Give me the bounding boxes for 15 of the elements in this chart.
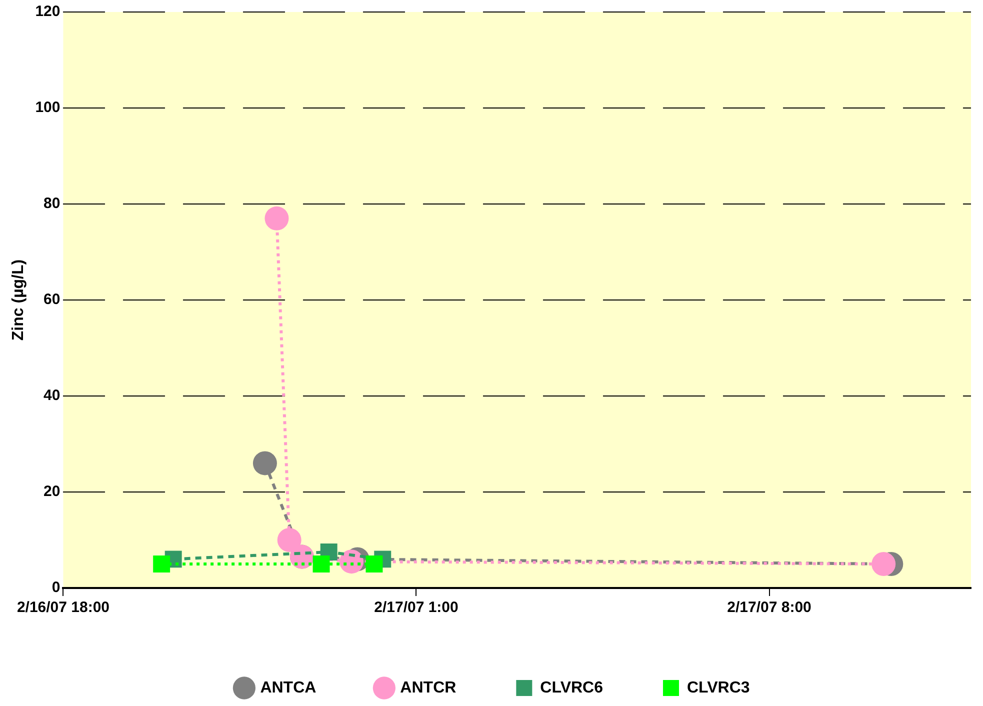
x-tick-label: 2/16/07 18:00 [16,599,110,616]
y-tick-label: 40 [44,387,60,404]
x-tick-label: 2/17/07 1:00 [374,599,458,616]
y-tick-label: 20 [44,483,60,500]
legend-label: ANTCA [260,679,317,696]
y-axis-title: Zinc (µg/L) [10,259,28,341]
y-tick-label: 0 [52,579,60,596]
legend-label: CLVRC6 [540,679,604,696]
y-tick-label: 60 [44,291,60,308]
x-tick-label: 2/17/07 8:00 [727,599,812,616]
y-tick-label: 120 [35,3,60,20]
legend-label: CLVRC3 [686,679,750,696]
y-tick-label: 100 [35,99,60,116]
y-tick-label: 80 [44,195,60,212]
legend-label: ANTCR [400,679,457,696]
